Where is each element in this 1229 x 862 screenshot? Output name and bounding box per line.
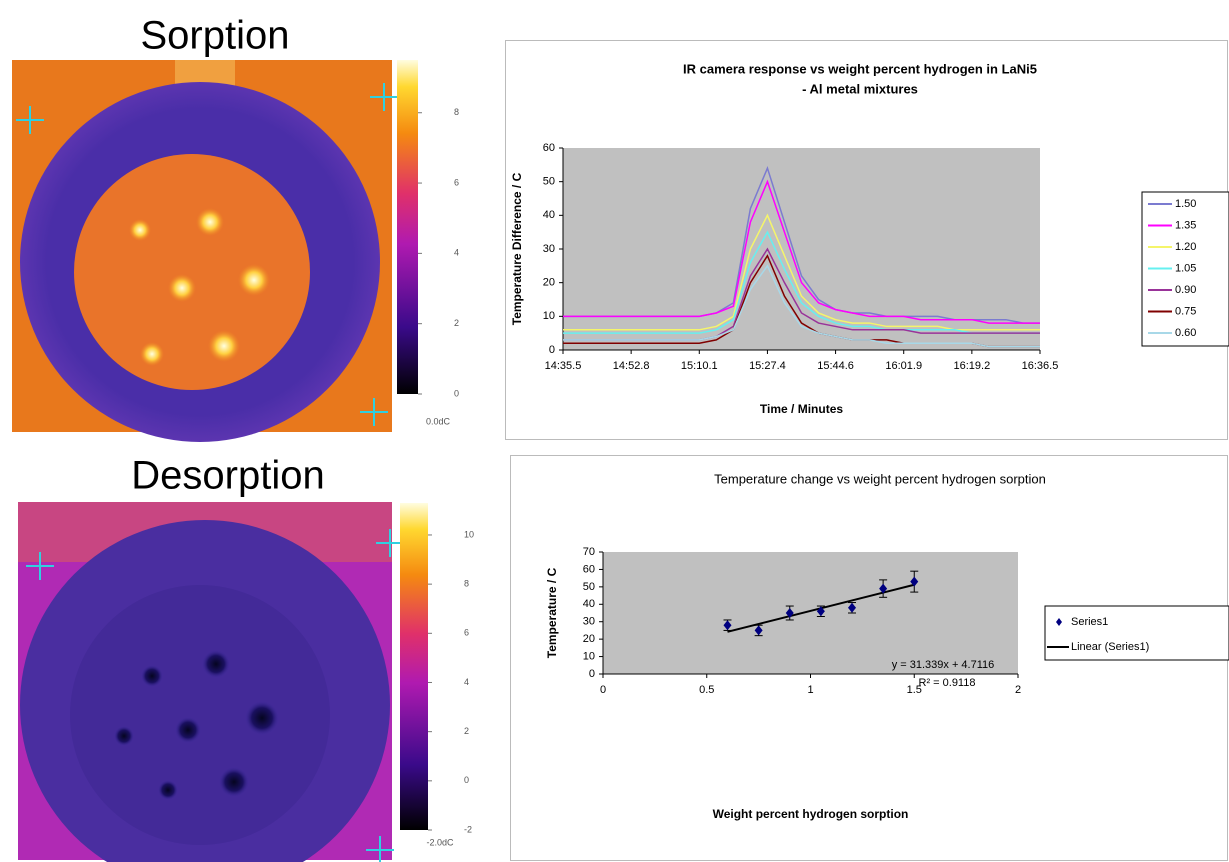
y-tick-label: 20 xyxy=(543,277,555,289)
colorbar-tick-label: 8 xyxy=(454,107,459,117)
colorbar-tick-label: 10 xyxy=(464,529,474,539)
y-tick-label: 30 xyxy=(583,616,595,628)
y-tick-label: 40 xyxy=(583,598,595,610)
data-point xyxy=(785,608,794,618)
x-tick-label: 16:19.2 xyxy=(954,360,991,372)
y-tick-label: 50 xyxy=(543,176,555,188)
colorbar xyxy=(400,503,428,830)
colorbar-tick-label: 2 xyxy=(454,318,459,328)
chart-title: - Al metal mixtures xyxy=(802,81,918,96)
x-tick-label: 0.5 xyxy=(699,684,714,696)
colorbar-tick-label: 4 xyxy=(454,248,459,258)
colorbar-tick-label: 6 xyxy=(454,177,459,187)
y-tick-label: 0 xyxy=(549,344,555,356)
trendline-r-squared: R² = 0.9118 xyxy=(919,677,976,689)
y-axis-label: Temperature / C xyxy=(545,567,559,658)
colorbar-tick-label: 0 xyxy=(464,775,469,785)
trendline-equation: y = 31.339x + 4.7116 xyxy=(892,659,995,671)
y-tick-label: 10 xyxy=(543,310,555,322)
y-tick-label: 60 xyxy=(583,563,595,575)
data-point xyxy=(754,625,763,636)
series-line xyxy=(563,213,1040,331)
legend-label: 0.60 xyxy=(1175,327,1196,339)
x-tick-label: 15:44.6 xyxy=(817,360,854,372)
legend-box xyxy=(1044,605,1229,661)
data-point xyxy=(848,602,856,613)
x-tick-label: 16:01.9 xyxy=(885,360,922,372)
colorbar-tick-label: 0 xyxy=(454,388,459,398)
ir-image xyxy=(12,60,398,442)
series-line xyxy=(563,264,1040,348)
series-line xyxy=(563,230,1040,334)
colorbar-tick-label: 8 xyxy=(464,579,469,589)
colorbar-tick-label: -2 xyxy=(464,824,472,834)
colorbar-tick-label: 6 xyxy=(464,628,469,638)
legend-label: 0.75 xyxy=(1175,305,1196,317)
colorbar-tick-label: 4 xyxy=(464,677,469,687)
series-line xyxy=(563,179,1040,324)
legend-swatch xyxy=(1056,618,1062,626)
y-tick-label: 60 xyxy=(543,142,555,154)
y-tick-label: 30 xyxy=(543,243,555,255)
data-point xyxy=(879,583,888,594)
y-tick-label: 20 xyxy=(583,633,595,645)
plot-area xyxy=(603,552,1018,674)
y-tick-label: 50 xyxy=(583,581,595,593)
colorbar xyxy=(397,60,418,394)
x-axis-label: Weight percent hydrogen sorption xyxy=(713,807,909,821)
y-axis-label: Temperature Difference / C xyxy=(510,172,524,325)
chart-title: IR camera response vs weight percent hyd… xyxy=(683,61,1037,76)
x-tick-label: 0 xyxy=(600,684,606,696)
x-tick-label: 15:27.4 xyxy=(749,360,786,372)
colorbar-tick-label: 2 xyxy=(464,726,469,736)
x-tick-label: 16:36.5 xyxy=(1022,360,1059,372)
colorbar-label: 0.0dC xyxy=(426,416,451,426)
ir-image xyxy=(18,502,404,862)
x-axis-label: Time / Minutes xyxy=(760,402,843,416)
data-point xyxy=(816,606,825,617)
x-tick-label: 15:10.1 xyxy=(681,360,718,372)
x-tick-label: 1 xyxy=(807,684,813,696)
legend-label: 1.35 xyxy=(1175,219,1196,231)
x-tick-label: 1.5 xyxy=(907,684,922,696)
y-tick-label: 40 xyxy=(543,209,555,221)
x-tick-label: 2 xyxy=(1015,684,1021,696)
legend-label: Linear (Series1) xyxy=(1071,641,1149,653)
legend-label: Series1 xyxy=(1071,616,1108,628)
panel-title: Sorption xyxy=(141,14,290,58)
y-tick-label: 10 xyxy=(583,650,595,662)
panel-title: Desorption xyxy=(131,454,324,498)
legend-label: 0.90 xyxy=(1175,284,1196,296)
y-tick-label: 0 xyxy=(589,668,595,680)
legend-label: 1.50 xyxy=(1175,198,1196,210)
data-point xyxy=(723,620,732,631)
chart-title: Temperature change vs weight percent hyd… xyxy=(714,471,1046,486)
colorbar-label: -2.0dC xyxy=(426,837,454,847)
x-tick-label: 14:52.8 xyxy=(613,360,650,372)
data-point xyxy=(910,576,919,587)
legend-label: 1.20 xyxy=(1175,241,1196,253)
legend-label: 1.05 xyxy=(1175,262,1196,274)
y-tick-label: 70 xyxy=(583,546,595,558)
x-tick-label: 14:35.5 xyxy=(545,360,582,372)
